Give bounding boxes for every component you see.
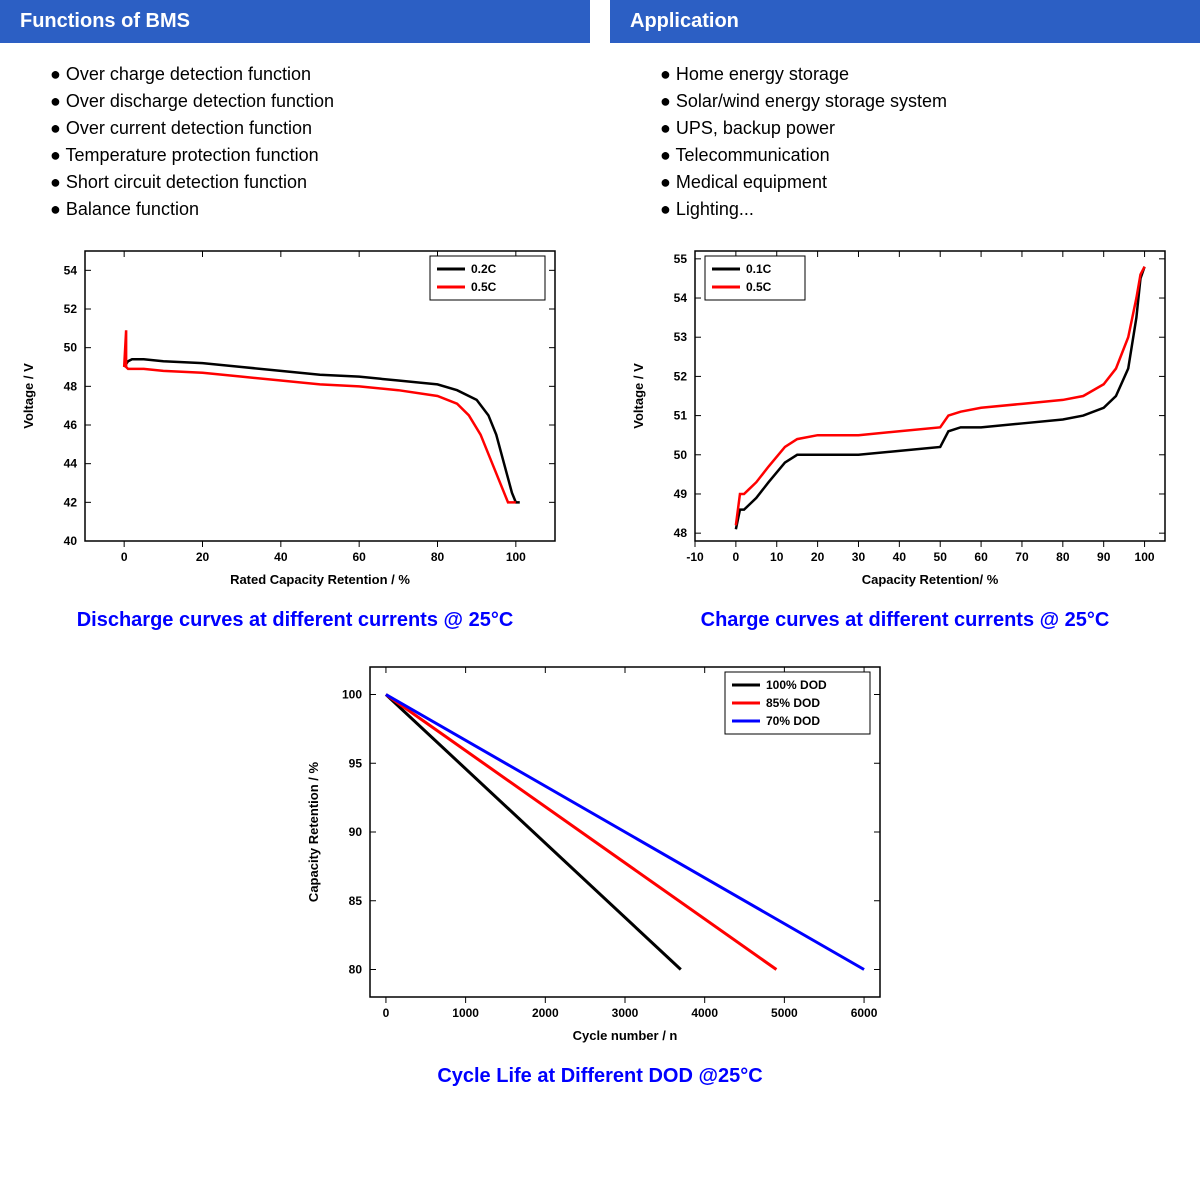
svg-text:40: 40: [64, 534, 78, 548]
svg-text:Voltage / V: Voltage / V: [631, 363, 646, 429]
svg-text:50: 50: [674, 448, 688, 462]
svg-text:80: 80: [431, 550, 445, 564]
svg-text:53: 53: [674, 330, 688, 344]
svg-text:80: 80: [349, 963, 363, 977]
svg-text:-10: -10: [686, 550, 704, 564]
list-item: ● UPS, backup power: [660, 118, 1200, 139]
svg-text:Capacity Retention/ %: Capacity Retention/ %: [862, 572, 999, 587]
svg-text:55: 55: [674, 252, 688, 266]
svg-text:48: 48: [674, 526, 688, 540]
svg-text:85: 85: [349, 894, 363, 908]
svg-text:51: 51: [674, 409, 688, 423]
list-item: ● Temperature protection function: [50, 145, 590, 166]
svg-text:60: 60: [352, 550, 366, 564]
svg-text:42: 42: [64, 495, 78, 509]
svg-text:3000: 3000: [612, 1006, 639, 1020]
svg-text:54: 54: [64, 263, 78, 277]
svg-text:48: 48: [64, 379, 78, 393]
application-header: Application: [610, 0, 1200, 43]
svg-text:85% DOD: 85% DOD: [766, 696, 820, 710]
svg-text:100: 100: [506, 550, 526, 564]
svg-text:0: 0: [733, 550, 740, 564]
svg-text:100% DOD: 100% DOD: [766, 678, 827, 692]
svg-text:20: 20: [811, 550, 825, 564]
svg-text:70% DOD: 70% DOD: [766, 714, 820, 728]
svg-text:Cycle number / n: Cycle number / n: [573, 1028, 678, 1043]
bms-list: ● Over charge detection function ● Over d…: [0, 58, 590, 226]
svg-text:46: 46: [64, 418, 78, 432]
svg-text:52: 52: [64, 302, 78, 316]
list-item: ● Telecommunication: [660, 145, 1200, 166]
svg-text:0.5C: 0.5C: [746, 280, 772, 294]
list-item: ● Solar/wind energy storage system: [660, 91, 1200, 112]
list-item: ● Over current detection function: [50, 118, 590, 139]
svg-text:1000: 1000: [452, 1006, 479, 1020]
svg-text:90: 90: [349, 825, 363, 839]
svg-text:0: 0: [121, 550, 128, 564]
cycle-caption: Cycle Life at Different DOD @25°C: [437, 1065, 762, 1088]
charge-caption: Charge curves at different currents @ 25…: [701, 609, 1110, 632]
svg-text:10: 10: [770, 550, 784, 564]
svg-text:Capacity Retention / %: Capacity Retention / %: [306, 761, 321, 902]
list-item: ● Home energy storage: [660, 64, 1200, 85]
discharge-chart: 0 20 40 60 80 100 40 42 44 46 48 50 52 54 Rated Capaci…: [15, 236, 575, 601]
svg-text:70: 70: [1015, 550, 1029, 564]
svg-text:100: 100: [342, 688, 362, 702]
svg-text:20: 20: [196, 550, 210, 564]
discharge-caption: Discharge curves at different currents @…: [77, 609, 514, 632]
charge-chart: -10 0 10 20 30 40 50 60 70 80 90 100 48 49 50 51 52 53 54 5…: [625, 236, 1185, 601]
svg-text:80: 80: [1056, 550, 1070, 564]
svg-text:40: 40: [893, 550, 907, 564]
svg-text:50: 50: [64, 341, 78, 355]
svg-text:49: 49: [674, 487, 688, 501]
list-item: ● Medical equipment: [660, 172, 1200, 193]
list-item: ● Balance function: [50, 199, 590, 220]
svg-text:30: 30: [852, 550, 866, 564]
svg-text:40: 40: [274, 550, 288, 564]
svg-text:90: 90: [1097, 550, 1111, 564]
bms-header: Functions of BMS: [0, 0, 590, 43]
svg-text:54: 54: [674, 291, 688, 305]
svg-text:0.5C: 0.5C: [471, 280, 497, 294]
svg-text:52: 52: [674, 369, 688, 383]
svg-text:50: 50: [934, 550, 948, 564]
svg-text:95: 95: [349, 756, 363, 770]
list-item: ● Over discharge detection function: [50, 91, 590, 112]
svg-text:5000: 5000: [771, 1006, 798, 1020]
svg-text:0.2C: 0.2C: [471, 262, 497, 276]
cycle-chart: 0 1000 2000 3000 4000 5000 6000 80 85 90 95 100 Cycl…: [300, 652, 900, 1057]
svg-text:44: 44: [64, 457, 78, 471]
svg-text:Voltage / V: Voltage / V: [21, 363, 36, 429]
list-item: ● Over charge detection function: [50, 64, 590, 85]
svg-text:0: 0: [383, 1006, 390, 1020]
list-item: ● Lighting...: [660, 199, 1200, 220]
list-item: ● Short circuit detection function: [50, 172, 590, 193]
svg-text:60: 60: [974, 550, 988, 564]
svg-text:6000: 6000: [851, 1006, 878, 1020]
svg-text:100: 100: [1135, 550, 1155, 564]
application-list: ● Home energy storage ● Solar/wind energy…: [610, 58, 1200, 226]
svg-text:0.1C: 0.1C: [746, 262, 772, 276]
svg-text:Rated Capacity Retention / %: Rated Capacity Retention / %: [230, 572, 410, 587]
svg-text:4000: 4000: [691, 1006, 718, 1020]
svg-text:2000: 2000: [532, 1006, 559, 1020]
